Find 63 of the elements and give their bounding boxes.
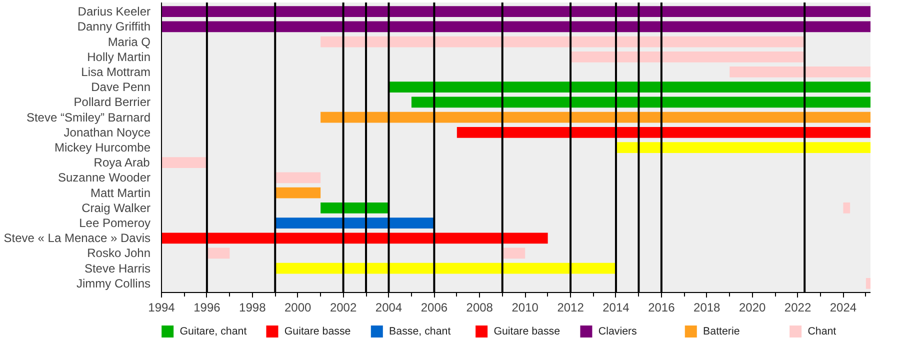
y-tick-label: Mickey Hurcombe bbox=[54, 140, 151, 154]
x-tick-label: 1998 bbox=[239, 300, 266, 314]
y-tick-label: Steve “Smiley” Barnard bbox=[26, 110, 151, 124]
y-tick-label: Steve Harris bbox=[84, 261, 151, 276]
y-tick-label: Roya Arab bbox=[94, 156, 150, 170]
y-tick-label: Craig Walker bbox=[82, 200, 151, 215]
legend-label: Chant bbox=[808, 326, 836, 338]
x-tick-label: 2004 bbox=[375, 300, 402, 314]
bar bbox=[320, 202, 389, 214]
legend-label: Guitare basse bbox=[494, 326, 560, 338]
y-tick-label: Pollard Berrier bbox=[74, 95, 151, 110]
x-tick-label: 2020 bbox=[738, 300, 766, 314]
bar bbox=[162, 157, 207, 168]
bar bbox=[456, 126, 870, 138]
x-tick-label: 2022 bbox=[784, 300, 812, 314]
bar bbox=[411, 96, 870, 108]
legend-label: Basse, chant bbox=[389, 326, 451, 338]
y-tick-label: Dave Penn bbox=[91, 80, 150, 94]
bar bbox=[616, 142, 870, 153]
bar bbox=[275, 172, 321, 184]
y-tick-label: Rosko John bbox=[87, 246, 151, 260]
bar bbox=[162, 6, 870, 17]
y-tick-label: Lisa Mottram bbox=[81, 64, 151, 79]
bar bbox=[275, 187, 321, 198]
x-tick-label: 2008 bbox=[466, 300, 494, 314]
bar bbox=[866, 278, 870, 289]
legend-label: Batterie bbox=[703, 326, 740, 338]
y-tick-label: Maria Q bbox=[108, 34, 151, 49]
bar bbox=[162, 232, 548, 244]
x-tick-label: 2010 bbox=[512, 300, 539, 314]
bar bbox=[502, 248, 526, 259]
y-tick-label: Jimmy Collins bbox=[76, 276, 151, 290]
bar bbox=[275, 262, 616, 274]
y-tick-label: Matt Martin bbox=[90, 186, 151, 200]
bar bbox=[320, 36, 805, 48]
legend-label: Guitare basse bbox=[284, 326, 351, 338]
x-tick-label: 1994 bbox=[148, 300, 176, 314]
x-tick-label: 2018 bbox=[694, 300, 721, 314]
bar bbox=[730, 66, 870, 78]
y-tick-label: Steve « La Menace » Davis bbox=[4, 231, 150, 246]
x-tick-label: 2016 bbox=[648, 300, 676, 314]
y-tick-label: Holly Martin bbox=[87, 50, 151, 64]
bar bbox=[388, 82, 870, 93]
x-tick-label: 2024 bbox=[830, 300, 857, 314]
legend-label: Guitare, chant bbox=[180, 326, 247, 338]
bar bbox=[320, 112, 870, 123]
x-tick-label: 2012 bbox=[557, 300, 584, 314]
y-tick-label: Jonathan Noyce bbox=[64, 125, 151, 140]
x-tick-label: 2002 bbox=[330, 300, 357, 314]
bar bbox=[570, 51, 805, 62]
x-tick-label: 2006 bbox=[420, 300, 448, 314]
bar bbox=[206, 248, 230, 259]
x-tick-label: 2014 bbox=[602, 300, 630, 314]
y-tick-label: Lee Pomeroy bbox=[79, 216, 150, 230]
bar bbox=[275, 218, 434, 228]
y-tick-label: Danny Griffith bbox=[77, 20, 151, 34]
y-tick-label: Darius Keeler bbox=[78, 4, 151, 19]
legend-label: Claviers bbox=[598, 326, 637, 338]
x-tick-label: 2000 bbox=[284, 300, 312, 314]
y-tick-label: Suzanne Wooder bbox=[58, 170, 151, 185]
bar bbox=[162, 21, 870, 32]
bar bbox=[843, 202, 850, 214]
x-tick-label: 1996 bbox=[194, 300, 221, 314]
